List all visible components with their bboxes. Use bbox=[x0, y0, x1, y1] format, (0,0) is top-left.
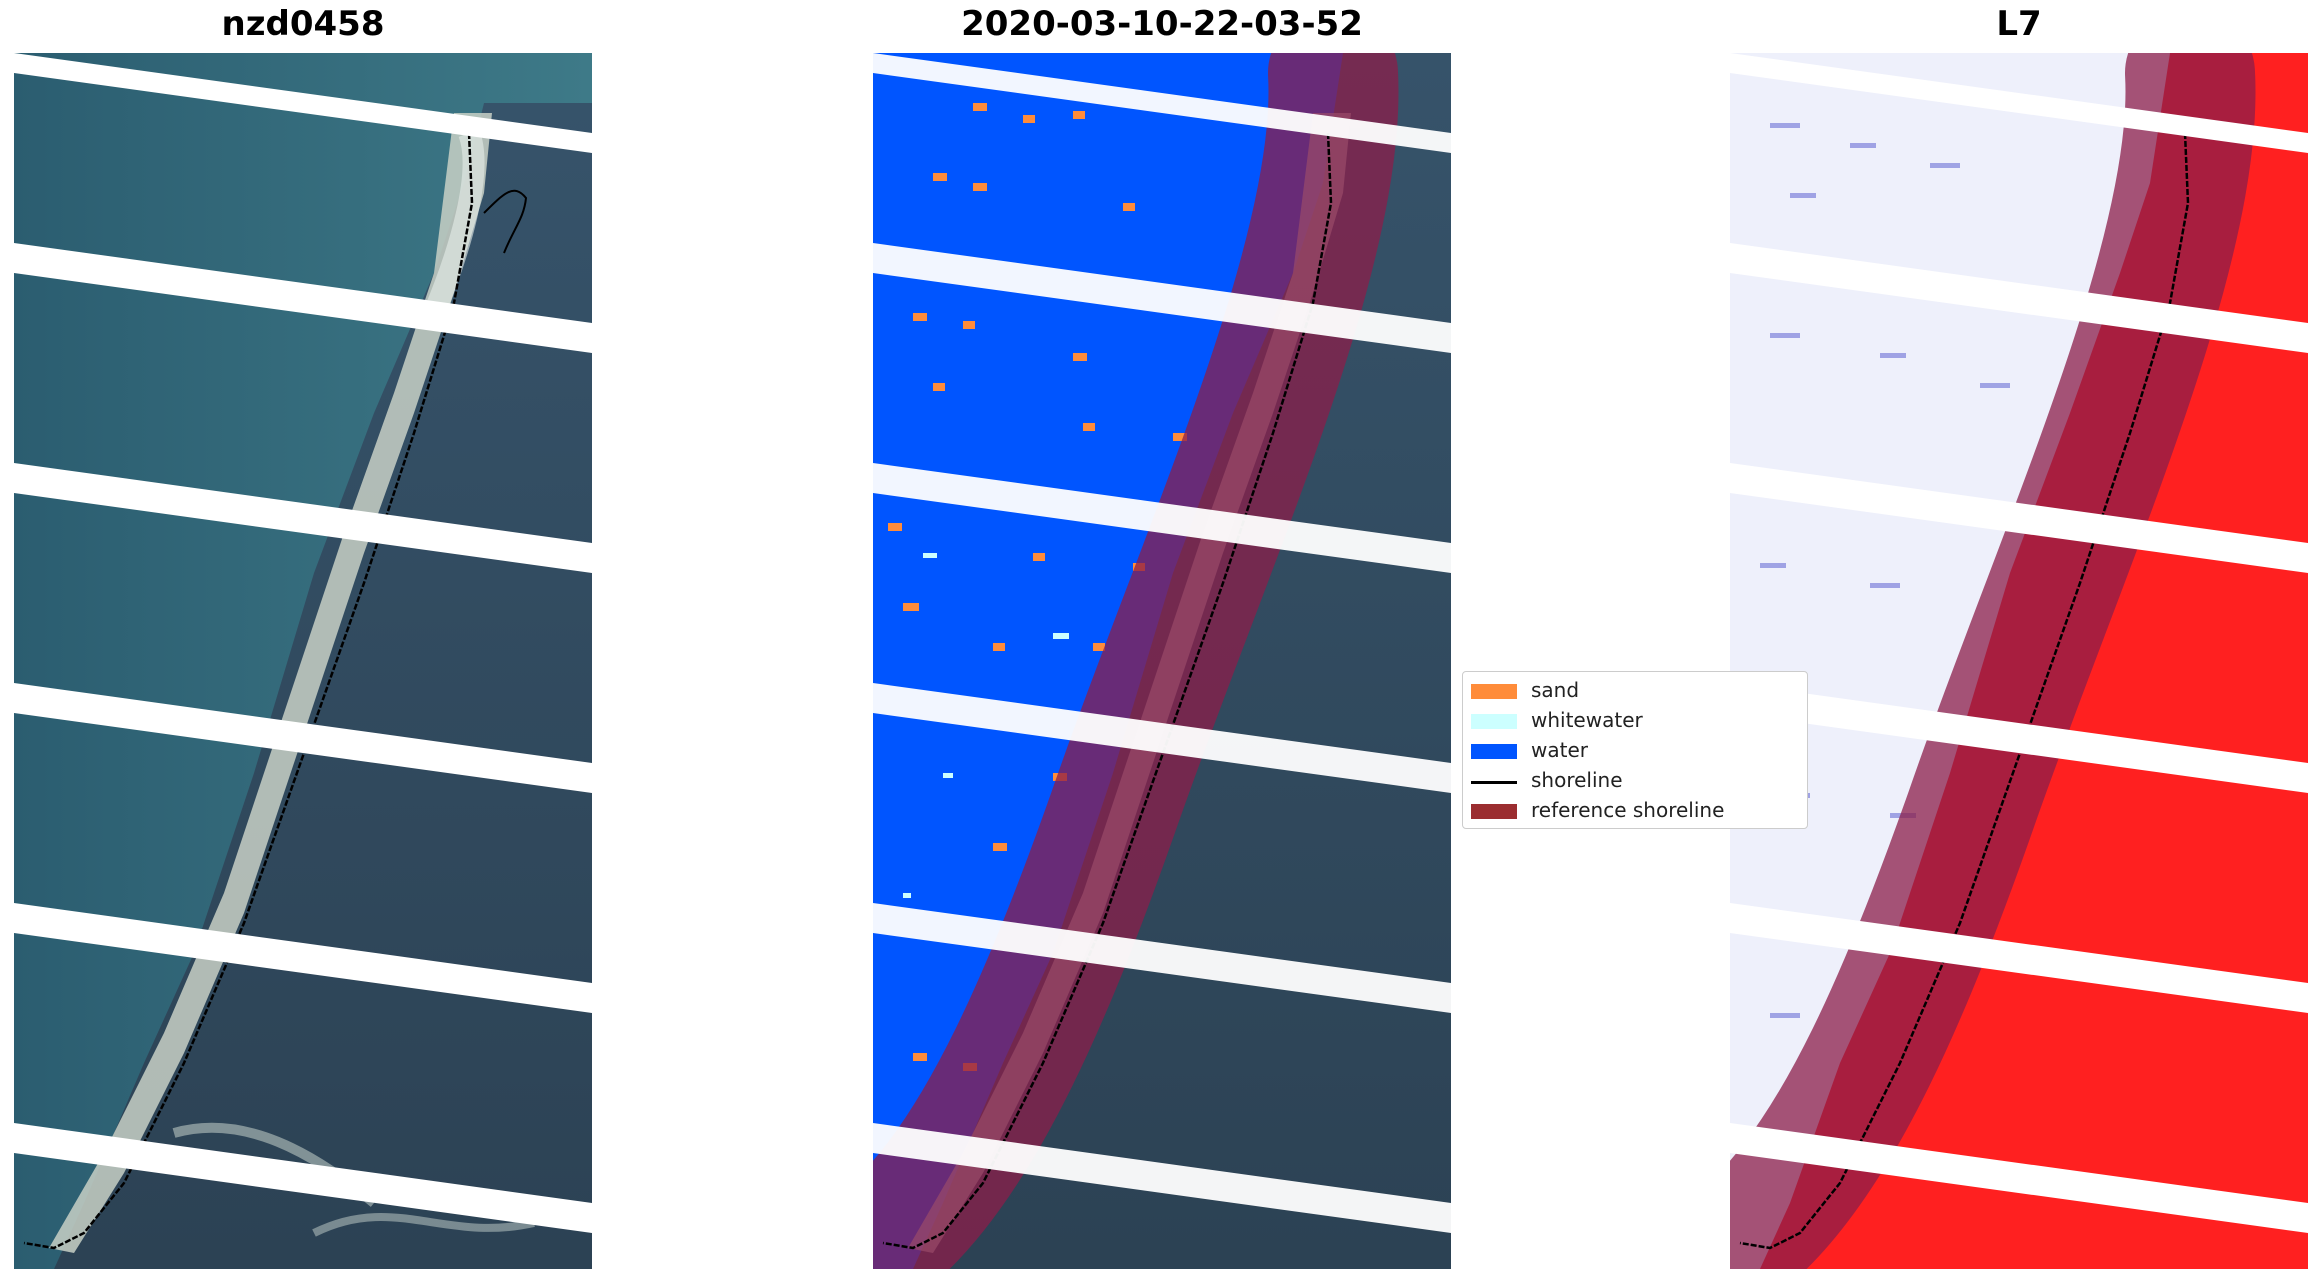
scan-gap-stripes bbox=[14, 53, 592, 1233]
water-swatch bbox=[1471, 744, 1517, 759]
panel-title-index: L7 bbox=[1996, 4, 2042, 44]
legend-item-sand: sand bbox=[1463, 676, 1807, 704]
panel-title-classified: 2020-03-10-22-03-52 bbox=[961, 4, 1363, 44]
legend-item-water: water bbox=[1463, 736, 1807, 764]
legend-label: water bbox=[1531, 738, 1588, 762]
shoreline-line bbox=[882, 132, 1333, 1250]
beach-strip bbox=[49, 113, 492, 1253]
whitewater-class-pixels bbox=[903, 553, 1069, 898]
shoreline-swatch bbox=[1471, 781, 1517, 784]
reference-shoreline-swatch bbox=[1471, 804, 1517, 819]
legend-item-reference-shoreline: reference shoreline bbox=[1463, 796, 1807, 824]
legend-label: reference shoreline bbox=[1531, 798, 1725, 822]
water-index-area bbox=[1730, 53, 2170, 1269]
classified-image-panel bbox=[873, 53, 1451, 1269]
index-image-panel bbox=[1730, 53, 2308, 1269]
scan-gap-stripes bbox=[873, 53, 1451, 1233]
legend: sand whitewater water shoreline referenc… bbox=[1462, 671, 1808, 829]
legend-label: sand bbox=[1531, 678, 1580, 702]
legend-label: whitewater bbox=[1531, 708, 1643, 732]
legend-label: shoreline bbox=[1531, 768, 1623, 792]
sand-swatch bbox=[1471, 684, 1517, 699]
shoreline-line bbox=[1739, 132, 2190, 1250]
scan-gap-stripes bbox=[1730, 53, 2308, 1233]
reference-shoreline-buffer bbox=[873, 53, 1399, 1269]
legend-item-whitewater: whitewater bbox=[1463, 706, 1807, 734]
panel-title-rgb: nzd0458 bbox=[221, 4, 385, 44]
reference-shoreline-buffer bbox=[1730, 53, 2256, 1269]
rgb-image-panel bbox=[14, 53, 592, 1269]
legend-item-shoreline: shoreline bbox=[1463, 766, 1807, 794]
shoreline-line bbox=[23, 132, 474, 1250]
whitewater-swatch bbox=[1471, 714, 1517, 729]
